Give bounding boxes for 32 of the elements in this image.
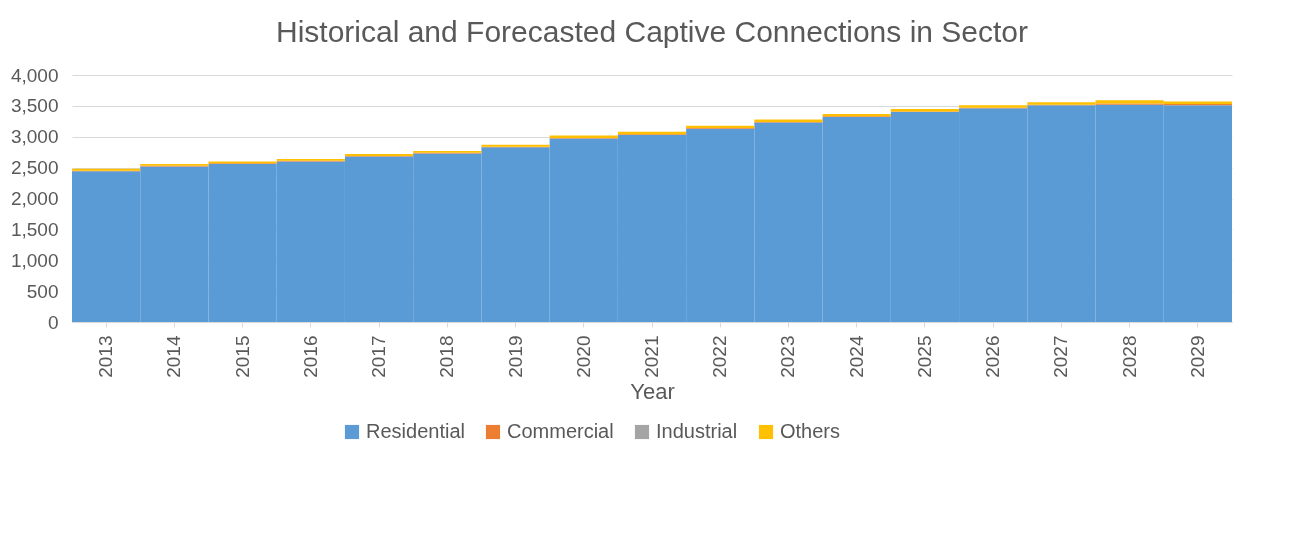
y-tick-label: 3,000 (10, 126, 59, 148)
y-tick-label: 1,000 (10, 249, 59, 271)
x-tick-label: 2016 (299, 335, 321, 378)
x-tick-label: 2015 (231, 335, 253, 378)
y-tick-label: 2,000 (10, 188, 59, 209)
x-tick-label: 2022 (709, 335, 731, 378)
x-tick-label: 2027 (1050, 335, 1072, 378)
legend-label: Others (780, 420, 841, 442)
x-tick-label: 2017 (368, 335, 390, 378)
y-tick-label: 2,500 (10, 157, 59, 179)
x-tick-label: 2020 (572, 335, 594, 378)
legend-label: Residential (366, 420, 465, 442)
x-tick-label: 2029 (1186, 335, 1208, 378)
y-tick-label: 4,000 (10, 64, 59, 86)
x-tick-label: 2023 (777, 335, 799, 378)
x-tick-label: 2014 (163, 335, 185, 378)
legend-label: Commercial (507, 420, 614, 442)
x-tick-label: 2024 (845, 335, 867, 378)
y-tick-label: 3,500 (10, 95, 59, 117)
legend-label: Industrial (656, 420, 738, 442)
y-tick-label: 1,500 (10, 218, 59, 240)
x-tick-label: 2021 (641, 335, 662, 378)
x-axis-title: Year (630, 378, 675, 404)
y-tick-label: 0 (47, 311, 59, 333)
x-tick-label: 2019 (504, 335, 526, 378)
x-tick-label: 2025 (913, 335, 935, 378)
chart-title: Historical and Forecasted Captive Connections in Sector (275, 15, 1029, 48)
x-tick-label: 2028 (1118, 335, 1140, 378)
x-tick-label: 2013 (95, 335, 117, 378)
y-tick-label: 500 (26, 280, 59, 302)
x-tick-label: 2026 (982, 335, 1004, 378)
x-tick-label: 2018 (436, 335, 458, 378)
